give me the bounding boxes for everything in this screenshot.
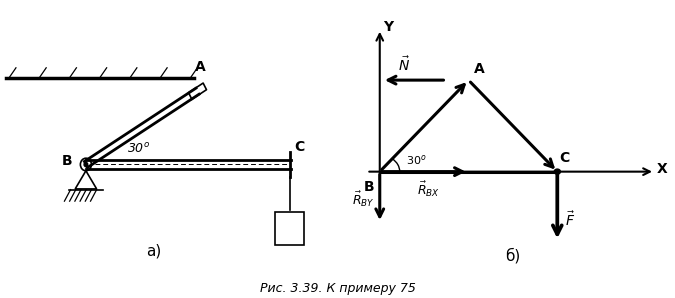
Text: а): а) [146, 244, 161, 259]
Text: X: X [657, 162, 668, 176]
Text: C: C [294, 140, 305, 154]
Text: 30$^o$: 30$^o$ [128, 142, 151, 156]
Circle shape [84, 162, 88, 167]
Text: A: A [195, 60, 206, 74]
Circle shape [554, 169, 560, 174]
Text: C: C [560, 151, 570, 165]
Text: Y: Y [383, 20, 394, 34]
Text: A: A [474, 62, 485, 76]
Text: $\vec{N}$: $\vec{N}$ [398, 55, 410, 74]
Text: $\vec{F}$: $\vec{F}$ [565, 210, 576, 229]
Text: 30$^o$: 30$^o$ [406, 153, 427, 167]
Text: Рис. 3.39. К примеру 75: Рис. 3.39. К примеру 75 [260, 282, 415, 295]
Text: б): б) [506, 248, 520, 263]
Text: $\vec{R}_{BY}$: $\vec{R}_{BY}$ [352, 190, 375, 209]
Text: $\vec{R}_{BX}$: $\vec{R}_{BX}$ [417, 180, 440, 199]
Bar [275, 212, 304, 245]
Text: B: B [363, 180, 374, 194]
Text: B: B [61, 154, 72, 168]
